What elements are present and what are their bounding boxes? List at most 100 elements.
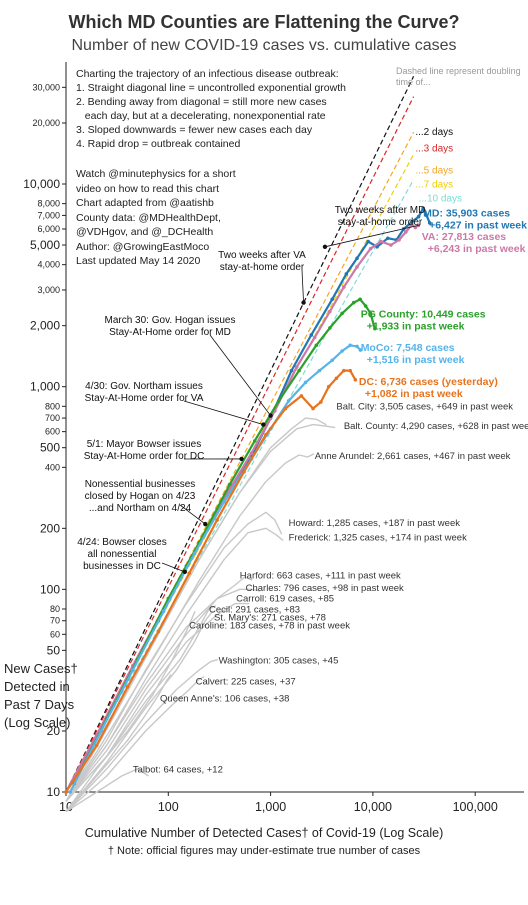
- note-line: 4. Rapid drop = outbreak contained: [76, 138, 241, 150]
- series-line: [65, 674, 172, 813]
- series-point: [368, 311, 373, 316]
- series-point: [351, 300, 356, 305]
- annotation-pointer: [183, 400, 264, 425]
- y-tick-label: 10,000: [23, 177, 60, 191]
- series-point: [340, 311, 344, 316]
- series-label: Balt. City: 3,505 cases, +649 in past we…: [336, 402, 513, 413]
- credit-line: Watch @minutephysics for a short: [76, 168, 236, 180]
- y-tick-label: 700: [45, 413, 60, 423]
- series-point: [156, 629, 161, 634]
- series-label: Talbot: 64 cases, +12: [133, 764, 223, 775]
- note-line: 2. Bending away from diagonal = still mo…: [76, 96, 327, 108]
- credit-line: Author: @GrowingEastMoco: [76, 240, 210, 253]
- series-point: [326, 384, 331, 389]
- series-point: [161, 609, 166, 614]
- annotation-marker: [239, 456, 244, 462]
- annotation-marker: [203, 521, 208, 527]
- series-point: [328, 309, 332, 314]
- series-label: Anne Arundel: 2,661 cases, +467 in past …: [315, 451, 511, 462]
- annotation-text: stay-at-home order: [220, 262, 305, 273]
- series-point: [68, 790, 73, 794]
- series-label: Balt. County: 4,290 cases, +628 in past …: [344, 421, 528, 432]
- annotation-text: March 30: Gov. Hogan issues: [105, 315, 236, 326]
- annotation-marker: [261, 422, 266, 427]
- y-tick-label: 8,000: [37, 199, 60, 209]
- y-label-line: (Log Scale): [4, 715, 71, 730]
- series-point: [348, 343, 352, 348]
- y-tick-label: 7,000: [37, 210, 60, 220]
- annotation-pointer: [179, 504, 206, 525]
- series-line: [65, 588, 261, 802]
- annotation-pointer: [209, 334, 271, 416]
- series-label: Queen Anne's: 106 cases, +38: [160, 693, 289, 704]
- series-line: [65, 527, 284, 802]
- annotation-text: Stay-At-Home order for VA: [85, 393, 204, 404]
- series-point: [283, 406, 288, 411]
- annotation-text: Stay-At-Home order for DC: [84, 451, 205, 462]
- series-point: [192, 551, 197, 556]
- series-line: [65, 676, 205, 813]
- series-point: [342, 368, 346, 373]
- county-lines-gray: [65, 417, 336, 813]
- y-label-line: Detected in: [4, 679, 70, 694]
- y-tick-label: 30,000: [32, 82, 60, 92]
- series-point: [397, 238, 401, 242]
- y-label-line: Past 7 Days: [4, 697, 75, 712]
- series-point: [334, 376, 339, 381]
- doubling-line-label: ...3 days: [415, 143, 453, 154]
- series-point: [297, 368, 301, 373]
- annotation-text: all nonessential: [88, 549, 157, 560]
- series-point: [424, 213, 429, 218]
- x-tick-label: 10,000: [354, 800, 392, 814]
- annotation-text: 5/1: Mayor Bowser issues: [87, 439, 202, 450]
- y-tick-label: 4,000: [37, 260, 60, 270]
- series-point: [404, 230, 408, 234]
- y-tick-label: 100: [40, 582, 60, 596]
- y-tick-label: 2,000: [30, 319, 60, 333]
- series-point: [252, 439, 257, 443]
- y-tick-label: 70: [50, 616, 60, 626]
- series-point: [340, 349, 344, 353]
- series-point: [311, 406, 315, 411]
- series-label: Charles: 796 cases, +98 in past week: [246, 583, 404, 594]
- y-tick-label: 400: [45, 462, 60, 472]
- series-point: [416, 214, 421, 219]
- note-line: each day, but at a decelerating, nonexpo…: [76, 110, 326, 122]
- note-line: 1. Straight diagonal line = uncontrolled…: [76, 82, 346, 94]
- y-axis-label: New Cases† Detected in Past 7 Days (Log …: [4, 660, 78, 732]
- annotation-text: 4/30: Gov. Northam issues: [85, 381, 203, 392]
- series-point: [355, 344, 359, 349]
- series-point: [427, 221, 432, 225]
- series-point: [344, 272, 349, 276]
- series-point: [314, 343, 319, 348]
- series-point: [319, 400, 323, 404]
- y-tick-label: 600: [45, 427, 60, 437]
- annotation-text: stay-at-home order: [338, 217, 423, 228]
- credit-line: video on how to read this chart: [76, 182, 220, 195]
- series-label: Washington: 305 cases, +45: [219, 656, 339, 667]
- series-point: [355, 256, 359, 261]
- axes: 10 100 1,000 10,000 100,000 10 20 50 60 70 80 100 20…: [23, 62, 524, 814]
- series-point: [187, 571, 191, 576]
- x-axis-label: Cumulative Number of Detected Cases† of …: [84, 826, 444, 840]
- series-label: DC: 6,736 cases (yesterday): [359, 376, 498, 388]
- y-tick-label: 3,000: [37, 285, 60, 295]
- annotation-text: ...and Northam on 4/24: [89, 503, 192, 514]
- series-label: VA: 27,813 cases: [422, 231, 507, 243]
- series-line: [65, 576, 253, 802]
- annotation-pointer: [324, 224, 421, 248]
- series-point: [286, 399, 291, 403]
- series-point: [328, 326, 332, 330]
- series-point: [312, 335, 317, 340]
- series-point: [330, 297, 334, 302]
- y-tick-label: 60: [50, 629, 60, 639]
- series-label-change: +1,082 in past week: [365, 388, 463, 400]
- series-point: [379, 239, 383, 244]
- series-point: [289, 368, 294, 373]
- y-tick-label: 80: [50, 604, 60, 614]
- series-point: [355, 265, 359, 269]
- series-point: [358, 348, 363, 352]
- series-label: Cecil: 291 cases, +83: [209, 604, 300, 615]
